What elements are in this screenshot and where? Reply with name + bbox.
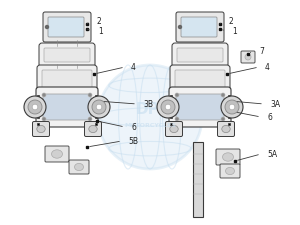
Circle shape — [46, 26, 49, 29]
FancyBboxPatch shape — [48, 18, 84, 38]
FancyBboxPatch shape — [170, 66, 230, 94]
Text: 4: 4 — [265, 63, 270, 72]
FancyBboxPatch shape — [69, 160, 89, 174]
Bar — [193, 142, 203, 217]
Text: MOTORCYCLES: MOTORCYCLES — [124, 123, 176, 128]
Circle shape — [176, 94, 178, 97]
FancyBboxPatch shape — [220, 164, 240, 178]
FancyBboxPatch shape — [172, 44, 228, 68]
Circle shape — [88, 117, 92, 122]
Circle shape — [24, 97, 46, 119]
Text: 3A: 3A — [270, 100, 280, 109]
Ellipse shape — [37, 126, 45, 133]
FancyBboxPatch shape — [45, 146, 69, 162]
Circle shape — [32, 105, 38, 110]
FancyBboxPatch shape — [216, 149, 240, 165]
Circle shape — [157, 97, 179, 119]
FancyBboxPatch shape — [37, 66, 97, 94]
FancyBboxPatch shape — [43, 94, 91, 120]
Circle shape — [89, 94, 91, 97]
Circle shape — [42, 117, 46, 122]
Ellipse shape — [222, 126, 230, 133]
Circle shape — [42, 94, 46, 98]
FancyBboxPatch shape — [166, 122, 182, 137]
FancyBboxPatch shape — [42, 71, 92, 89]
FancyBboxPatch shape — [39, 44, 95, 68]
FancyBboxPatch shape — [85, 122, 101, 137]
FancyBboxPatch shape — [176, 13, 224, 43]
Ellipse shape — [223, 153, 233, 162]
Ellipse shape — [226, 168, 235, 175]
Text: 5A: 5A — [267, 150, 277, 159]
Text: 7: 7 — [259, 47, 264, 56]
Ellipse shape — [245, 55, 251, 61]
Circle shape — [43, 119, 45, 120]
FancyBboxPatch shape — [36, 88, 98, 127]
Circle shape — [222, 94, 224, 97]
FancyBboxPatch shape — [218, 122, 235, 137]
Ellipse shape — [89, 126, 97, 133]
Circle shape — [221, 97, 243, 119]
Circle shape — [178, 26, 182, 29]
Circle shape — [175, 117, 179, 122]
FancyBboxPatch shape — [169, 88, 231, 127]
Circle shape — [88, 94, 92, 98]
Text: 5B: 5B — [128, 137, 138, 146]
FancyBboxPatch shape — [177, 49, 223, 63]
Text: 1: 1 — [232, 27, 237, 36]
FancyBboxPatch shape — [175, 71, 225, 89]
Ellipse shape — [170, 126, 178, 133]
Circle shape — [92, 101, 106, 115]
Circle shape — [28, 101, 42, 115]
Circle shape — [89, 119, 91, 120]
Circle shape — [225, 101, 239, 115]
Text: 3B: 3B — [143, 100, 153, 109]
Ellipse shape — [74, 164, 83, 171]
Circle shape — [175, 94, 179, 98]
Text: 6: 6 — [131, 123, 136, 132]
Circle shape — [161, 101, 175, 115]
Text: 4: 4 — [131, 63, 136, 72]
Circle shape — [221, 117, 225, 122]
Circle shape — [43, 94, 45, 97]
Circle shape — [221, 94, 225, 98]
Circle shape — [98, 66, 202, 169]
Ellipse shape — [52, 150, 62, 158]
Text: DPI: DPI — [135, 102, 165, 117]
Text: 2: 2 — [96, 17, 101, 26]
Circle shape — [176, 119, 178, 120]
FancyBboxPatch shape — [32, 122, 50, 137]
Circle shape — [222, 119, 224, 120]
Circle shape — [229, 105, 235, 110]
Text: 6: 6 — [267, 113, 272, 122]
FancyBboxPatch shape — [241, 52, 255, 64]
Text: 1: 1 — [98, 27, 103, 36]
FancyBboxPatch shape — [181, 18, 217, 38]
Text: 2: 2 — [228, 17, 233, 26]
FancyBboxPatch shape — [43, 13, 91, 43]
Circle shape — [88, 97, 110, 119]
FancyBboxPatch shape — [176, 94, 224, 120]
Circle shape — [165, 105, 171, 110]
Circle shape — [96, 105, 102, 110]
FancyBboxPatch shape — [44, 49, 90, 63]
